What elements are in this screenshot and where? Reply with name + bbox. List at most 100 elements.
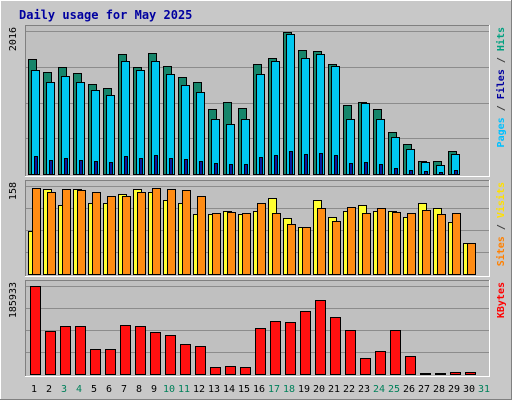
legend-part: / <box>496 218 507 236</box>
bar-pages-day-12 <box>199 161 203 175</box>
day-label-6: 6 <box>106 384 112 395</box>
legend-part: / <box>496 51 507 69</box>
legend-part: Hits <box>495 27 507 51</box>
legend-part: Visits <box>495 182 507 218</box>
bar-pages-day-23 <box>364 162 368 175</box>
day-label-31: 31 <box>478 384 490 395</box>
day-label-1: 1 <box>31 384 37 395</box>
day-label-9: 9 <box>151 384 157 395</box>
bar-pages-day-15 <box>244 164 248 175</box>
day-label-18: 18 <box>283 384 295 395</box>
bar-pages-day-10 <box>169 158 173 175</box>
legend-label: Sites / Visits <box>495 182 507 266</box>
bar-sites-day-15 <box>242 213 251 275</box>
legend-part: Pages <box>496 117 507 147</box>
legend-label: KBytes <box>496 282 507 318</box>
bar-pages-day-29 <box>454 170 458 175</box>
bar-kbytes-day-27 <box>420 373 431 375</box>
axis-max-label: 185933 <box>8 282 19 318</box>
bar-sites-day-3 <box>62 189 71 275</box>
bar-sites-day-1 <box>32 188 41 275</box>
day-label-17: 17 <box>268 384 280 395</box>
chart-title: Daily usage for May 2025 <box>19 8 192 22</box>
bar-sites-day-2 <box>47 192 56 275</box>
day-label-19: 19 <box>298 384 310 395</box>
bar-sites-day-30 <box>467 243 476 275</box>
bar-sites-day-10 <box>167 189 176 275</box>
bar-kbytes-day-14 <box>225 366 236 375</box>
axis-max-label: 158 <box>8 182 19 200</box>
bar-sites-day-26 <box>407 213 416 275</box>
bar-kbytes-day-12 <box>195 346 206 375</box>
day-label-29: 29 <box>448 384 460 395</box>
bar-pages-day-8 <box>139 158 143 175</box>
bar-pages-day-18 <box>289 151 293 175</box>
panel-kbytes: 185933 KBytes <box>8 280 507 377</box>
bar-kbytes-day-10 <box>165 335 176 375</box>
bar-pages-day-22 <box>349 163 353 175</box>
day-labels: 1 2 3 4 5 6 7 8 9 10 11 12 13 14 15 16 17 18 19 20 21 22 23 24 2… <box>31 384 490 395</box>
day-label-16: 16 <box>253 384 265 395</box>
bar-sites-day-8 <box>137 192 146 275</box>
bar-kbytes-day-26 <box>405 356 416 375</box>
bar-kbytes-day-9 <box>150 332 161 375</box>
bar-sites-day-14 <box>227 212 236 275</box>
bar-pages-day-16 <box>259 157 263 175</box>
bar-pages-day-3 <box>64 158 68 175</box>
bar-pages-day-28 <box>439 172 443 175</box>
bar-kbytes-day-19 <box>300 311 311 375</box>
bar-pages-day-17 <box>274 155 278 175</box>
bar-kbytes-day-25 <box>390 330 401 375</box>
bar-sites-day-19 <box>302 227 311 275</box>
day-label-8: 8 <box>136 384 142 395</box>
day-label-14: 14 <box>223 384 235 395</box>
day-label-23: 23 <box>358 384 370 395</box>
bar-pages-day-7 <box>124 156 128 175</box>
legend-part: Sites <box>495 236 507 266</box>
bar-kbytes-day-8 <box>135 326 146 375</box>
bar-kbytes-day-24 <box>375 351 386 375</box>
bar-kbytes-day-20 <box>315 300 326 375</box>
bar-pages-day-19 <box>304 154 308 175</box>
bar-sites-day-13 <box>212 213 221 275</box>
bar-pages-day-6 <box>109 162 113 175</box>
bar-kbytes-day-16 <box>255 328 266 375</box>
bar-kbytes-day-6 <box>105 349 116 375</box>
bar-sites-day-27 <box>422 210 431 275</box>
bar-kbytes-day-2 <box>45 331 56 375</box>
bar-sites-day-28 <box>437 214 446 275</box>
chart-panels: 2016 Pages / Files / Hits 158 Sites / Visit… <box>8 25 507 377</box>
bar-sites-day-20 <box>317 208 326 275</box>
legend-part: KBytes <box>496 282 507 318</box>
bar-pages-day-14 <box>229 164 233 175</box>
bar-pages-day-25 <box>394 168 398 175</box>
bar-pages-day-2 <box>49 160 53 175</box>
bar-kbytes-day-11 <box>180 344 191 375</box>
bar-sites-day-17 <box>272 213 281 275</box>
day-label-28: 28 <box>433 384 445 395</box>
bar-sites-day-6 <box>107 196 116 275</box>
panel-pages-files-hits: 2016 Pages / Files / Hits <box>8 25 507 177</box>
day-label-24: 24 <box>373 384 385 395</box>
bar-kbytes-day-23 <box>360 358 371 375</box>
bar-pages-day-27 <box>424 171 428 175</box>
bar-pages-day-21 <box>334 155 338 175</box>
bar-kbytes-day-30 <box>465 372 476 375</box>
bar-sites-day-16 <box>257 203 266 275</box>
bar-kbytes-day-5 <box>90 349 101 375</box>
bar-sites-day-29 <box>452 213 461 275</box>
bar-pages-day-1 <box>34 156 38 175</box>
series-pages <box>34 151 458 175</box>
bar-sites-day-5 <box>92 192 101 275</box>
day-label-3: 3 <box>61 384 67 395</box>
panel-sites-visits: 158 Sites / Visits <box>8 180 507 277</box>
day-label-4: 4 <box>76 384 82 395</box>
day-label-7: 7 <box>121 384 127 395</box>
day-label-11: 11 <box>178 384 190 395</box>
bar-pages-day-20 <box>319 153 323 175</box>
bar-pages-day-5 <box>94 161 98 175</box>
day-label-30: 30 <box>463 384 475 395</box>
bar-sites-day-23 <box>362 213 371 275</box>
day-label-21: 21 <box>328 384 340 395</box>
